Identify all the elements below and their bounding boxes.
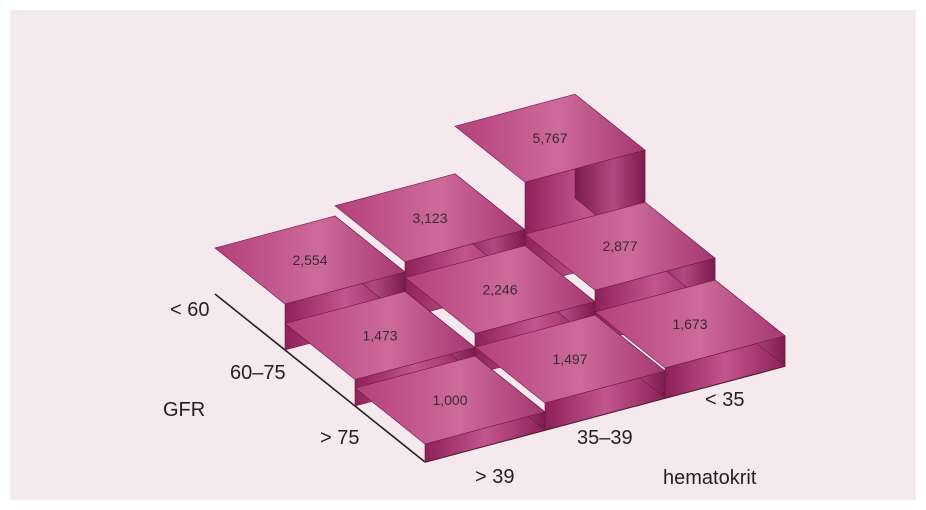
bar-top-face [454, 93, 646, 183]
chart-svg: 5,767 3,123 2,554 2,877 2,246 1,473 1,673 1,497… [163, 93, 786, 489]
bar-value-label: 1,000 [432, 392, 467, 408]
gfr-tick-label-60-75: 60–75 [230, 362, 286, 384]
bar-value-label: 1,673 [672, 316, 707, 332]
bar-value-label: 3,123 [412, 210, 447, 226]
bars-group: 5,767 3,123 2,554 2,877 2,246 1,473 1,673 1,497… [214, 93, 786, 463]
bar-75-3539: 1,497 [474, 314, 666, 431]
gfr-axis-title: GFR [163, 399, 205, 421]
chart-panel: 5,767 3,123 2,554 2,877 2,246 1,473 1,673 1,497… [10, 10, 916, 500]
bar-75-39: 1,000 [354, 355, 546, 463]
bar-top-face [284, 291, 476, 380]
bar-value-label: 1,473 [362, 328, 397, 344]
bar-value-label: 2,246 [482, 282, 517, 298]
bar-75-35: 1,673 [594, 279, 786, 399]
bar-top-face [334, 173, 526, 263]
bar-top-face [474, 314, 666, 404]
hematokrit-axis-title: hematokrit [663, 467, 757, 489]
gfr-tick-label-lt60: < 60 [170, 299, 209, 321]
hematokrit-tick-label-35-39: 35–39 [577, 427, 633, 449]
bar-top-face [354, 355, 546, 445]
bar-top-face [214, 215, 406, 305]
bar-top-face [594, 279, 786, 369]
bar-value-label: 2,877 [602, 238, 637, 254]
bar-top-face [524, 201, 716, 291]
gfr-axis-line [214, 293, 426, 463]
bar-value-label: 1,497 [552, 351, 587, 367]
gfr-tick-label-gt75: > 75 [320, 427, 359, 449]
bar-top-face [404, 245, 596, 334]
hematokrit-tick-label-gt39: > 39 [475, 466, 514, 488]
bar-value-label: 5,767 [532, 130, 567, 146]
bar-value-label: 2,554 [292, 252, 327, 268]
hematokrit-tick-label-lt35: < 35 [705, 389, 744, 411]
